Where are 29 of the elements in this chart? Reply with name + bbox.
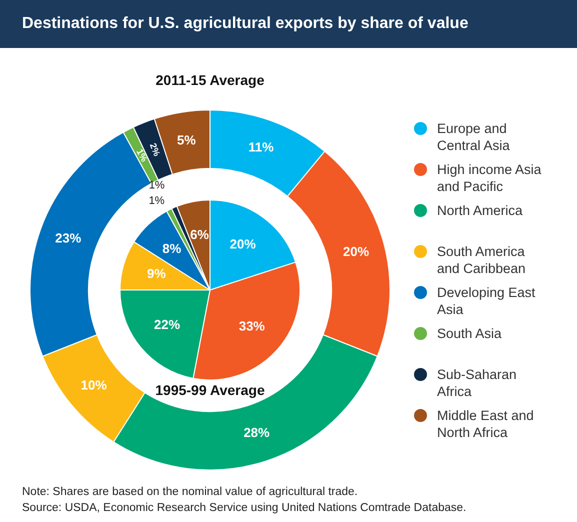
- data-label: 5%: [177, 132, 196, 148]
- data-label: 2%: [148, 142, 162, 158]
- data-label: 20%: [230, 236, 256, 252]
- data-label: 28%: [244, 424, 270, 440]
- text: 1995-99 Average: [154, 382, 266, 398]
- data-label: 9%: [147, 266, 166, 282]
- chart-title: Destinations for U.S. agricultural exports by share of value: [0, 0, 577, 48]
- data-label: 1%: [148, 194, 165, 207]
- data-label: 23%: [55, 230, 82, 246]
- text: Note: Shares are based on the nominal value of agricultural trade.: [22, 485, 359, 500]
- legend-label: Europe and Central Asia: [437, 120, 511, 154]
- legend-label: Middle East and North Africa: [437, 407, 535, 441]
- legend-label: Sub-Saharan Africa: [437, 366, 518, 400]
- data-label: 33%: [238, 318, 266, 334]
- data-label: 11%: [248, 140, 274, 155]
- legend-label: North America: [437, 202, 524, 219]
- data-label: 6%: [190, 226, 210, 242]
- data-label: 20%: [343, 244, 370, 260]
- data-label: 10%: [80, 378, 108, 393]
- legend-label: High income Asia and Pacific: [437, 161, 542, 195]
- legend-label: South America and Caribbean: [437, 243, 527, 277]
- data-label: 8%: [162, 240, 182, 256]
- data-label: 1%: [148, 179, 165, 192]
- legend-label: South Asia: [437, 325, 503, 342]
- source-note: Source: USDA, Economic Research Service using United Nations Comtrade Database.: [22, 501, 466, 516]
- legend-label: Developing East Asia: [437, 284, 536, 318]
- data-label: 1%: [134, 147, 150, 164]
- data-label: 22%: [154, 317, 180, 332]
- text: 2011-15 Average: [154, 72, 266, 88]
